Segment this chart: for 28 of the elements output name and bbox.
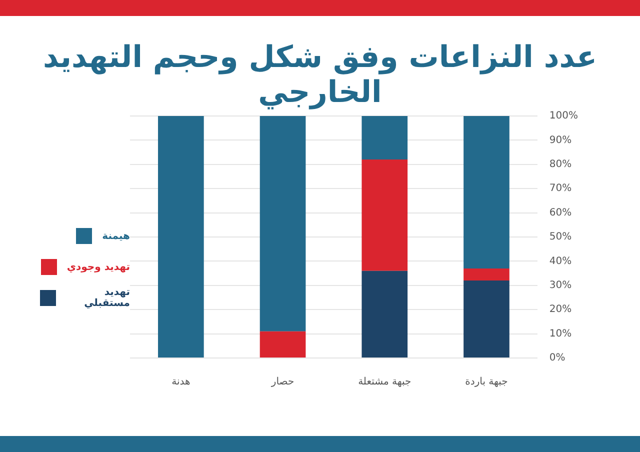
bar [158,116,204,358]
y-tick-label: 20% [549,304,572,316]
y-tick-label: 40% [549,256,572,267]
bar [464,268,510,281]
y-tick-label: 30% [549,280,572,291]
y-tick-label: 50% [549,232,572,243]
x-tick-label: جبهة مشتعلة [358,376,412,388]
bar [362,270,408,358]
bar [464,280,510,358]
y-tick-label: 100% [549,110,578,122]
bar [260,331,306,358]
bar [464,116,510,268]
legend-label: هيمنة [102,230,130,242]
y-tick-label: 60% [549,207,572,218]
y-tick-label: 70% [549,183,572,194]
bar [260,116,306,332]
x-tick-label: هدنة [172,376,190,388]
legend-label: تهديد وجودي [66,262,130,272]
bar [362,160,408,271]
x-tick-label: جبهة باردة [465,376,508,388]
bar [362,116,408,160]
x-tick-label: حصار [270,376,294,388]
y-tick-label: 10% [549,328,572,340]
chart-title: عدد النزاعات وفق شكل وحجم التهديد الخارجي [42,40,598,110]
y-tick-label: 80% [549,158,572,170]
y-tick-label: 90% [549,134,572,146]
y-tick-label: 0% [549,352,566,364]
text: تهديد مستقبلي [83,287,130,309]
